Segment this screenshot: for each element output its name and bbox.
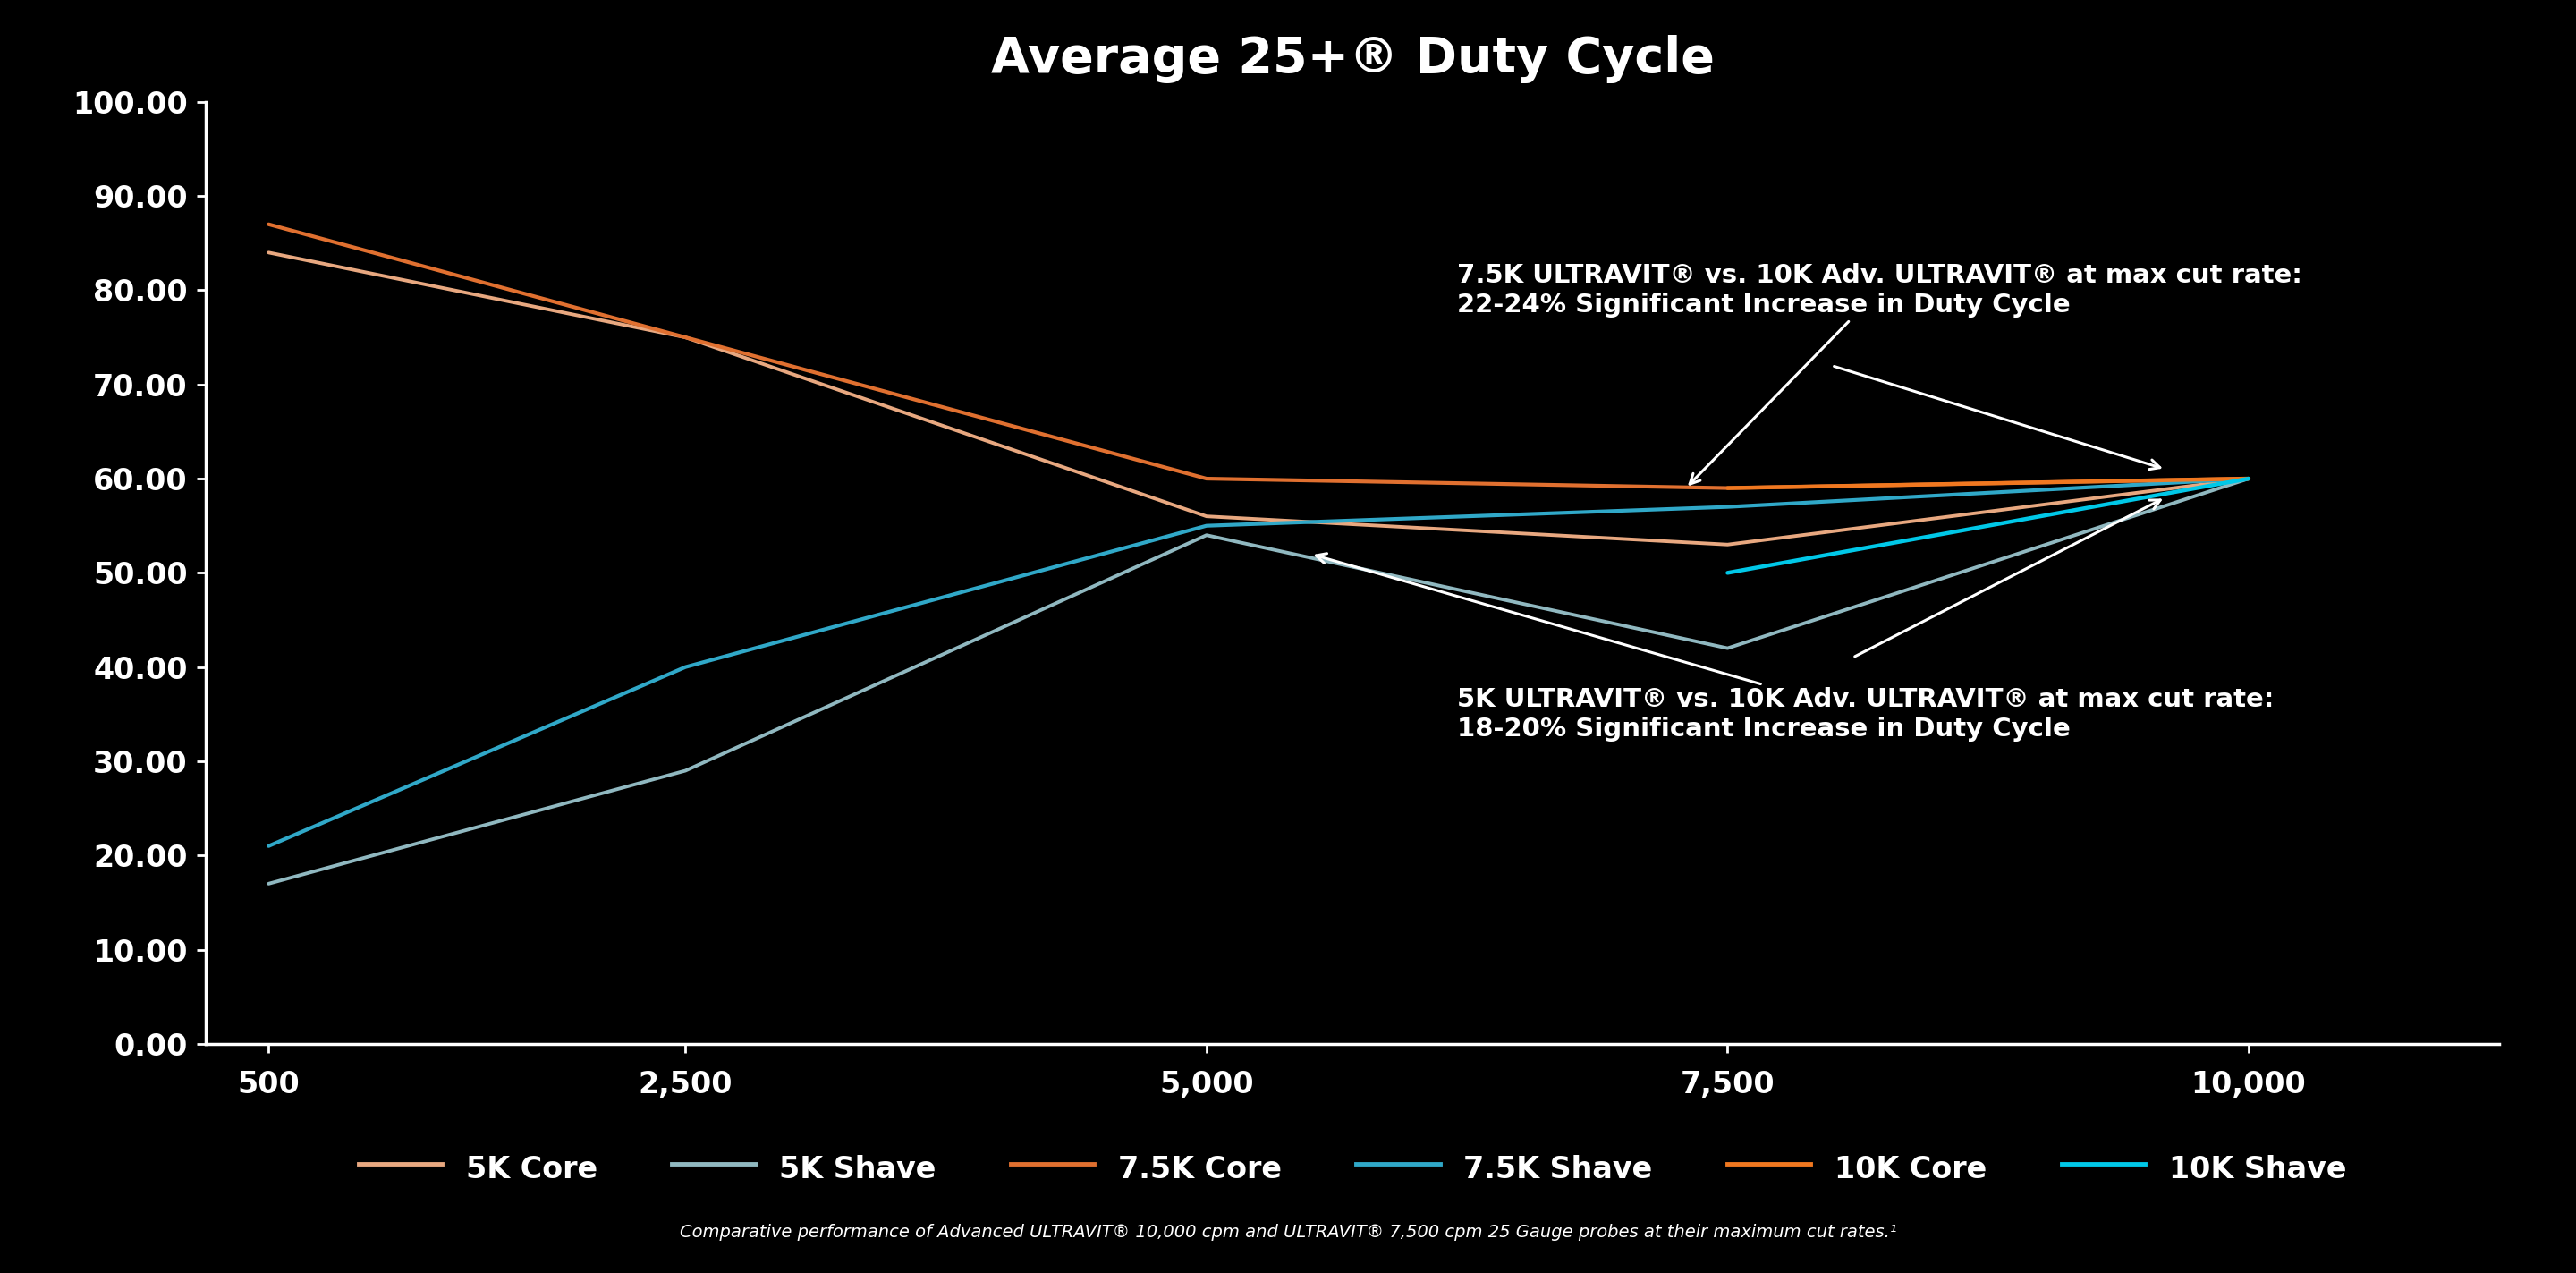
Text: Comparative performance of Advanced ULTRAVIT® 10,000 cpm and ULTRAVIT® 7,500 cpm: Comparative performance of Advanced ULTR… — [680, 1225, 1896, 1241]
Text: 7.5K ULTRAVIT® vs. 10K Adv. ULTRAVIT® at max cut rate:
22-24% Significant Increa: 7.5K ULTRAVIT® vs. 10K Adv. ULTRAVIT® at… — [1455, 264, 2303, 484]
Text: 5K ULTRAVIT® vs. 10K Adv. ULTRAVIT® at max cut rate:
18-20% Significant Increase: 5K ULTRAVIT® vs. 10K Adv. ULTRAVIT® at m… — [1316, 554, 2275, 741]
Legend: 5K Core, 5K Shave, 7.5K Core, 7.5K Shave, 10K Core, 10K Shave: 5K Core, 5K Shave, 7.5K Core, 7.5K Shave… — [348, 1138, 2357, 1198]
Title: Average 25+® Duty Cycle: Average 25+® Duty Cycle — [992, 34, 1713, 83]
